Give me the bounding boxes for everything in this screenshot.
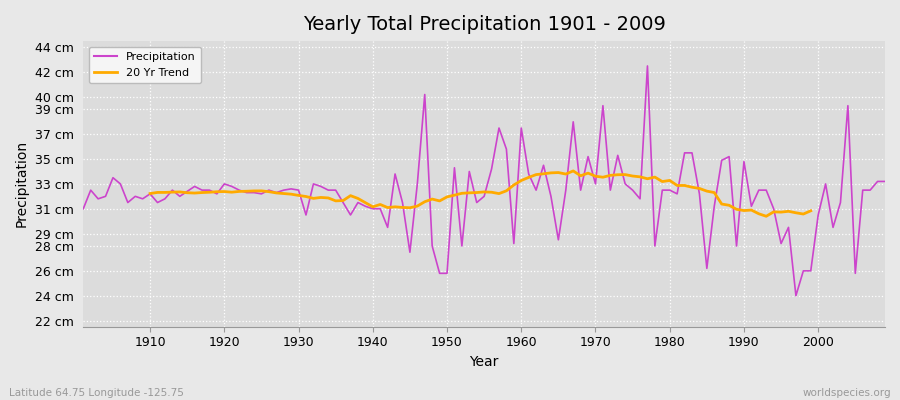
Y-axis label: Precipitation: Precipitation bbox=[15, 140, 29, 228]
Title: Yearly Total Precipitation 1901 - 2009: Yearly Total Precipitation 1901 - 2009 bbox=[302, 15, 666, 34]
Text: worldspecies.org: worldspecies.org bbox=[803, 388, 891, 398]
Legend: Precipitation, 20 Yr Trend: Precipitation, 20 Yr Trend bbox=[89, 47, 201, 83]
Text: Latitude 64.75 Longitude -125.75: Latitude 64.75 Longitude -125.75 bbox=[9, 388, 184, 398]
X-axis label: Year: Year bbox=[470, 355, 499, 369]
